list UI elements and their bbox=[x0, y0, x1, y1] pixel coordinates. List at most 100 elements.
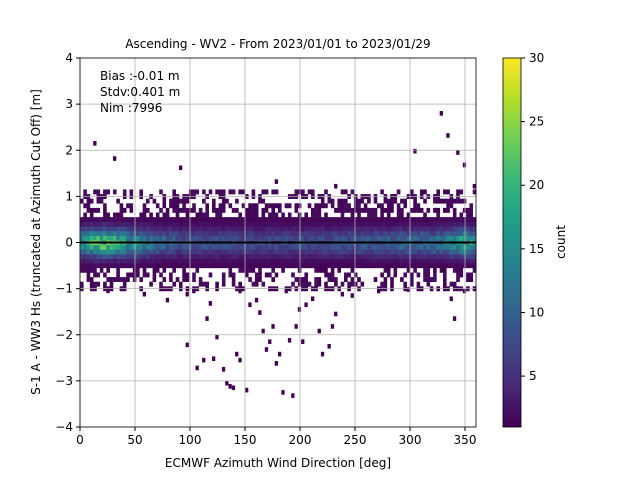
heatmap-bin bbox=[466, 230, 470, 236]
heatmap-bin bbox=[287, 263, 292, 269]
heatmap-outlier-bin bbox=[195, 365, 199, 371]
heatmap-bin bbox=[311, 212, 315, 218]
heatmap-bin bbox=[205, 254, 209, 259]
heatmap-bin bbox=[330, 272, 335, 278]
heatmap-bin bbox=[215, 258, 219, 264]
heatmap-bin bbox=[419, 189, 424, 195]
heatmap-bin bbox=[86, 226, 91, 232]
heatmap-bin bbox=[350, 226, 355, 232]
heatmap-bin bbox=[238, 258, 242, 264]
heatmap-bin bbox=[423, 198, 427, 204]
heatmap-bin bbox=[449, 203, 454, 209]
heatmap-bin bbox=[169, 249, 173, 255]
heatmap-bin bbox=[314, 258, 318, 264]
heatmap-bin bbox=[172, 217, 176, 223]
heatmap-bin bbox=[363, 244, 368, 250]
heatmap-bin bbox=[235, 235, 239, 241]
heatmap-outlier-bin bbox=[377, 288, 381, 294]
heatmap-bin bbox=[350, 249, 355, 255]
heatmap-bin bbox=[307, 281, 312, 287]
heatmap-bin bbox=[116, 217, 120, 223]
heatmap-bin bbox=[334, 281, 338, 287]
heatmap-outlier-bin bbox=[334, 183, 338, 189]
heatmap-bin bbox=[320, 258, 325, 264]
heatmap-bin bbox=[80, 263, 84, 269]
heatmap-bin bbox=[218, 254, 223, 259]
heatmap-bin bbox=[383, 263, 388, 269]
heatmap-bin bbox=[350, 217, 355, 223]
heatmap-bin bbox=[159, 189, 163, 195]
heatmap-bin bbox=[344, 221, 348, 227]
heatmap-bin bbox=[231, 207, 236, 213]
heatmap-bin bbox=[383, 217, 388, 223]
heatmap-bin bbox=[139, 189, 143, 195]
heatmap-bin bbox=[294, 277, 299, 283]
heatmap-bins bbox=[80, 111, 477, 398]
heatmap-bin bbox=[403, 258, 407, 264]
heatmap-bin bbox=[93, 244, 97, 250]
heatmap-bin bbox=[330, 254, 335, 259]
heatmap-bin bbox=[459, 230, 464, 236]
heatmap-bin bbox=[175, 217, 180, 223]
heatmap-bin bbox=[436, 221, 440, 227]
heatmap-bin bbox=[195, 221, 200, 227]
heatmap-bin bbox=[251, 258, 256, 264]
heatmap-bin bbox=[205, 221, 209, 227]
heatmap-bin bbox=[238, 254, 242, 259]
heatmap-bin bbox=[297, 230, 302, 236]
heatmap-bin bbox=[466, 207, 470, 213]
heatmap-bin bbox=[357, 258, 361, 264]
heatmap-bin bbox=[340, 254, 345, 259]
heatmap-bin bbox=[311, 221, 315, 227]
heatmap-outlier-bin bbox=[238, 357, 242, 363]
heatmap-bin bbox=[281, 249, 285, 255]
heatmap-bin bbox=[386, 203, 391, 209]
heatmap-outlier-bin bbox=[287, 337, 292, 343]
heatmap-bin bbox=[198, 244, 203, 250]
heatmap-bin bbox=[344, 203, 348, 209]
stat-count: Nim :7996 bbox=[100, 101, 162, 115]
heatmap-bin bbox=[165, 244, 170, 250]
heatmap-bin bbox=[317, 226, 322, 232]
heatmap-bin bbox=[258, 235, 262, 241]
heatmap-bin bbox=[228, 254, 233, 259]
heatmap-bin bbox=[433, 277, 437, 283]
heatmap-bin bbox=[142, 230, 147, 236]
heatmap-bin bbox=[377, 221, 381, 227]
heatmap-bin bbox=[83, 226, 87, 232]
heatmap-bin bbox=[264, 230, 269, 236]
heatmap-bin bbox=[109, 226, 114, 232]
heatmap-bin bbox=[443, 189, 447, 195]
heatmap-bin bbox=[370, 207, 374, 213]
heatmap-bin bbox=[274, 254, 279, 259]
heatmap-bin bbox=[195, 217, 200, 223]
heatmap-bin bbox=[235, 198, 239, 204]
heatmap-bin bbox=[109, 258, 114, 264]
heatmap-bin bbox=[202, 212, 206, 218]
heatmap-bin bbox=[215, 254, 219, 259]
heatmap-bin bbox=[337, 235, 341, 241]
heatmap-outlier-bin bbox=[297, 307, 302, 312]
heatmap-bin bbox=[363, 235, 368, 241]
heatmap-bin bbox=[218, 221, 223, 227]
heatmap-bin bbox=[202, 244, 206, 250]
heatmap-bin bbox=[218, 203, 223, 209]
heatmap-bin bbox=[264, 235, 269, 241]
heatmap-bin bbox=[353, 263, 358, 269]
heatmap-bin bbox=[357, 263, 361, 269]
heatmap-bin bbox=[136, 249, 140, 255]
heatmap-bin bbox=[452, 217, 457, 223]
heatmap-bin bbox=[278, 263, 282, 269]
heatmap-bin bbox=[159, 244, 163, 250]
heatmap-bin bbox=[436, 212, 440, 218]
heatmap-outlier-bin bbox=[215, 334, 219, 340]
heatmap-bin bbox=[192, 254, 196, 259]
heatmap-bin bbox=[307, 203, 312, 209]
heatmap-bin bbox=[241, 249, 246, 255]
heatmap-bin bbox=[278, 226, 282, 232]
heatmap-bin bbox=[370, 217, 374, 223]
heatmap-bin bbox=[373, 198, 378, 204]
heatmap-outlier-bin bbox=[142, 291, 146, 297]
heatmap-bin bbox=[122, 230, 127, 236]
heatmap-bin bbox=[363, 249, 368, 255]
